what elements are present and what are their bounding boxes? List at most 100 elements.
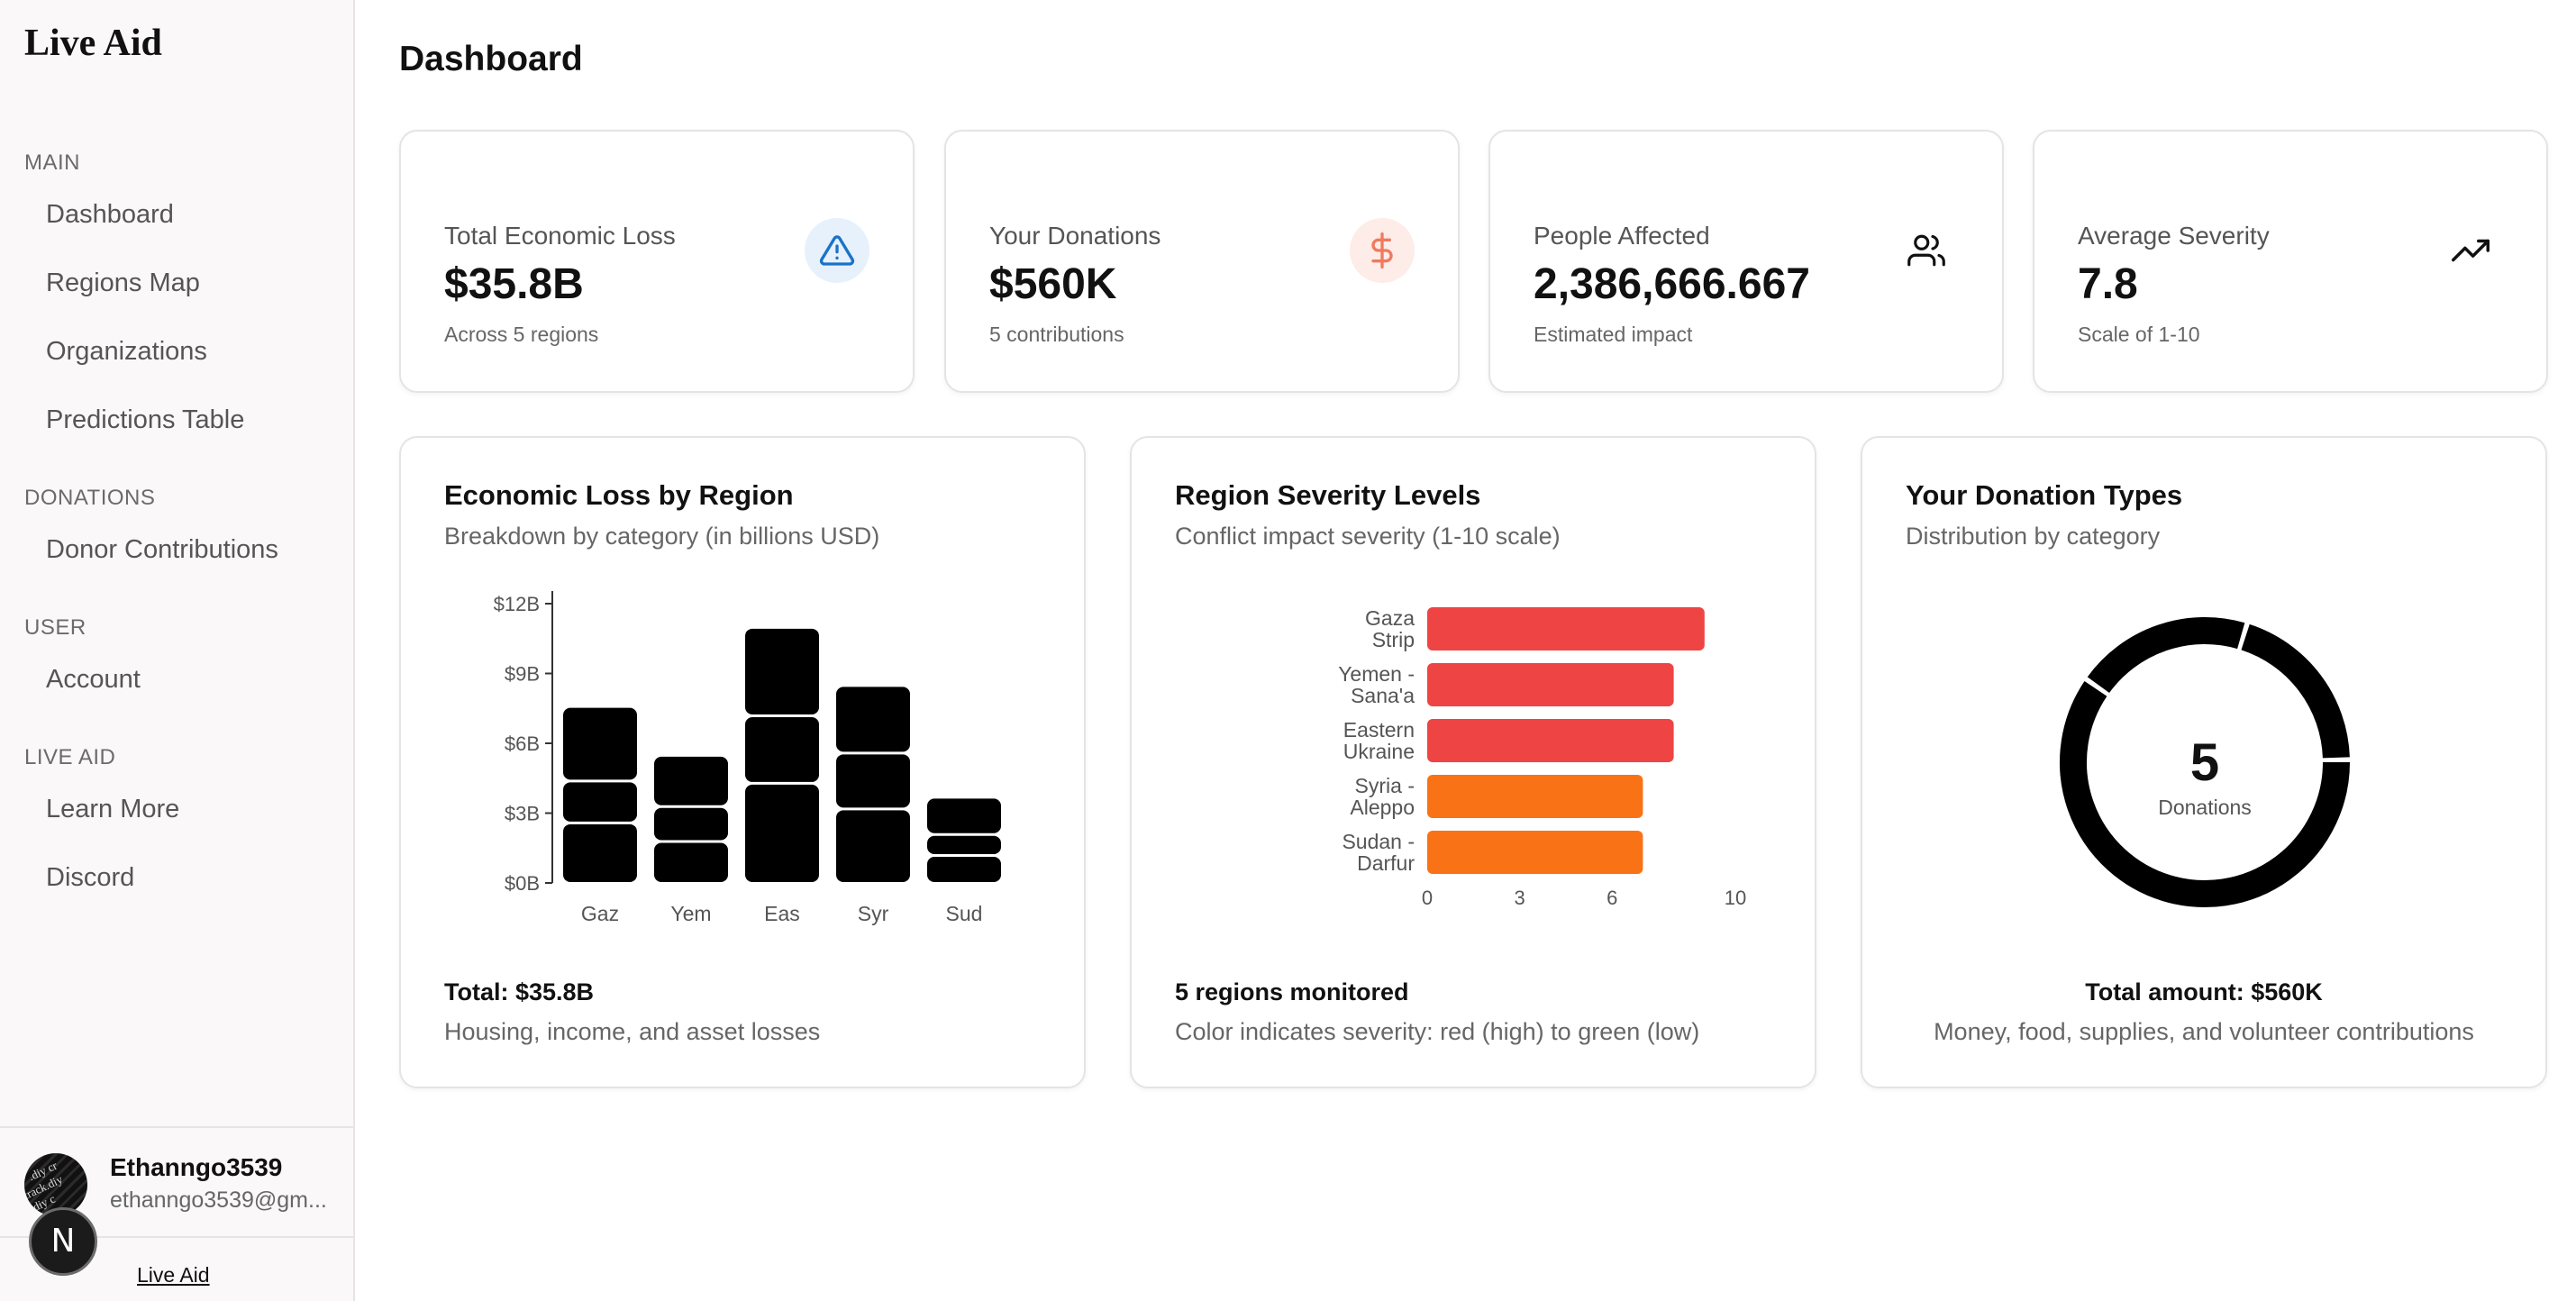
y-category-label: Sana'a bbox=[1351, 684, 1415, 707]
panel-total: 5 regions monitored bbox=[1175, 978, 1409, 1005]
nav-group-user: USER Account bbox=[0, 611, 355, 714]
nav-group-main: MAIN Dashboard Regions Map Organizations… bbox=[0, 146, 355, 454]
x-tick-label: Yem bbox=[670, 902, 711, 925]
users-icon bbox=[1894, 218, 1959, 283]
stat-value: $560K bbox=[989, 260, 1117, 308]
severity-bar bbox=[1427, 607, 1705, 650]
x-tick-label: Syr bbox=[858, 902, 889, 925]
y-category-label: Yemen - bbox=[1338, 662, 1415, 686]
nav-group-live-aid: LIVE AID Learn More Discord bbox=[0, 741, 355, 912]
bar-segment bbox=[654, 756, 728, 805]
stat-card-people-affected: People Affected 2,386,666.667 Estimated … bbox=[1488, 130, 2004, 393]
severity-bar bbox=[1427, 831, 1643, 874]
sidebar-item-learn-more[interactable]: Learn More bbox=[46, 795, 180, 823]
severity-bar bbox=[1427, 663, 1674, 706]
donut-center-label: Donations bbox=[2158, 796, 2252, 819]
nav-group-label: USER bbox=[24, 615, 86, 640]
stat-label: Average Severity bbox=[2078, 222, 2270, 250]
page-title: Dashboard bbox=[399, 40, 583, 78]
y-category-label: Syria - bbox=[1355, 774, 1415, 797]
x-tick-label: 3 bbox=[1514, 887, 1525, 909]
panel-note: Color indicates severity: red (high) to … bbox=[1175, 1018, 1700, 1045]
nav-group-label: MAIN bbox=[24, 150, 80, 175]
y-category-label: Ukraine bbox=[1343, 740, 1415, 763]
economic-loss-chart: $0B $3B $6B $9B $12B Gaz Yem Eas Syr Sud bbox=[494, 591, 1001, 925]
stat-subtext: Scale of 1-10 bbox=[2078, 323, 2200, 346]
bar-segment bbox=[927, 857, 1001, 882]
y-tick-label: $12B bbox=[494, 593, 540, 615]
bar-segment bbox=[836, 687, 910, 752]
severity-bar bbox=[1427, 775, 1643, 818]
donut-segment bbox=[2087, 617, 2245, 694]
sidebar-item-dashboard[interactable]: Dashboard bbox=[46, 200, 174, 229]
bar-segment bbox=[836, 754, 910, 808]
sidebar-item-discord[interactable]: Discord bbox=[46, 863, 135, 892]
y-category-label: Gaza bbox=[1365, 606, 1415, 630]
stat-card-economic-loss: Total Economic Loss $35.8B Across 5 regi… bbox=[399, 130, 915, 393]
x-tick-label: 10 bbox=[1725, 887, 1746, 909]
user-name: Ethanngo3539 bbox=[110, 1153, 283, 1181]
donation-types-chart: 5 Donations bbox=[2060, 617, 2350, 907]
user-email: ethanngo3539@gm... bbox=[110, 1187, 327, 1213]
sidebar-item-predictions-table[interactable]: Predictions Table bbox=[46, 405, 245, 434]
bar-segment bbox=[654, 842, 728, 882]
stat-label: People Affected bbox=[1534, 222, 1710, 250]
donut-segment bbox=[2060, 680, 2350, 907]
panel-donation-types: Your Donation Types Distribution by cate… bbox=[1861, 436, 2547, 1088]
panel-title: Your Donation Types bbox=[1906, 479, 2183, 511]
stat-card-your-donations: Your Donations $560K 5 contributions bbox=[944, 130, 1460, 393]
footer-live-aid-link[interactable]: Live Aid bbox=[137, 1263, 210, 1287]
bar-segment bbox=[745, 717, 819, 782]
donut-segment bbox=[2241, 623, 2350, 759]
nav-group-label: DONATIONS bbox=[24, 486, 156, 510]
bar-segment bbox=[563, 707, 637, 780]
stat-subtext: Across 5 regions bbox=[444, 323, 599, 346]
y-category-label: Darfur bbox=[1357, 851, 1415, 875]
bar-segment bbox=[927, 835, 1001, 854]
panel-region-severity: Region Severity Levels Conflict impact s… bbox=[1130, 436, 1816, 1088]
dollar-icon bbox=[1350, 218, 1415, 283]
stat-subtext: 5 contributions bbox=[989, 323, 1124, 346]
sidebar: Live Aid MAIN Dashboard Regions Map Orga… bbox=[0, 0, 355, 1301]
y-category-label: Strip bbox=[1372, 628, 1415, 651]
bar-segment bbox=[563, 823, 637, 882]
y-tick-label: $3B bbox=[505, 803, 540, 825]
sidebar-item-organizations[interactable]: Organizations bbox=[46, 337, 207, 366]
panel-total: Total: $35.8B bbox=[444, 978, 595, 1005]
n-badge-icon[interactable]: N bbox=[29, 1207, 97, 1276]
severity-bar bbox=[1427, 719, 1674, 762]
panel-title: Region Severity Levels bbox=[1175, 479, 1481, 511]
y-tick-label: $0B bbox=[505, 872, 540, 895]
nav-group-donations: DONATIONS Donor Contributions bbox=[0, 481, 355, 584]
sidebar-item-donor-contributions[interactable]: Donor Contributions bbox=[46, 535, 278, 564]
bar-segment bbox=[745, 784, 819, 882]
stat-value: 7.8 bbox=[2078, 260, 2138, 308]
panel-note: Money, food, supplies, and volunteer con… bbox=[1934, 1018, 2474, 1045]
panel-economic-loss: Economic Loss by Region Breakdown by cat… bbox=[399, 436, 1086, 1088]
bar-segment bbox=[654, 807, 728, 841]
avatar: .diy cr track.diy .diy c bbox=[24, 1153, 87, 1216]
x-tick-label: 6 bbox=[1607, 887, 1617, 909]
sidebar-item-account[interactable]: Account bbox=[46, 665, 141, 694]
x-tick-label: Gaz bbox=[581, 902, 619, 925]
panel-note: Housing, income, and asset losses bbox=[444, 1018, 821, 1045]
bar-segment bbox=[927, 798, 1001, 833]
stat-subtext: Estimated impact bbox=[1534, 323, 1693, 346]
stat-value: 2,386,666.667 bbox=[1534, 260, 1810, 308]
stat-label: Total Economic Loss bbox=[444, 222, 676, 250]
panel-subtitle: Conflict impact severity (1-10 scale) bbox=[1175, 523, 1561, 550]
y-category-label: Aleppo bbox=[1350, 796, 1415, 819]
sidebar-item-regions-map[interactable]: Regions Map bbox=[46, 268, 200, 297]
y-tick-label: $6B bbox=[505, 732, 540, 755]
user-profile[interactable]: .diy cr track.diy .diy c Ethanngo3539 et… bbox=[0, 1126, 355, 1238]
panel-subtitle: Distribution by category bbox=[1906, 523, 2161, 550]
bar-segment bbox=[745, 628, 819, 714]
nav-group-label: LIVE AID bbox=[24, 745, 116, 769]
bar-segment bbox=[563, 782, 637, 822]
x-tick-label: 0 bbox=[1422, 887, 1433, 909]
y-tick-label: $9B bbox=[505, 663, 540, 686]
brand-logo[interactable]: Live Aid bbox=[24, 23, 162, 64]
bar-segment bbox=[836, 810, 910, 882]
y-category-label: Sudan - bbox=[1342, 830, 1415, 853]
